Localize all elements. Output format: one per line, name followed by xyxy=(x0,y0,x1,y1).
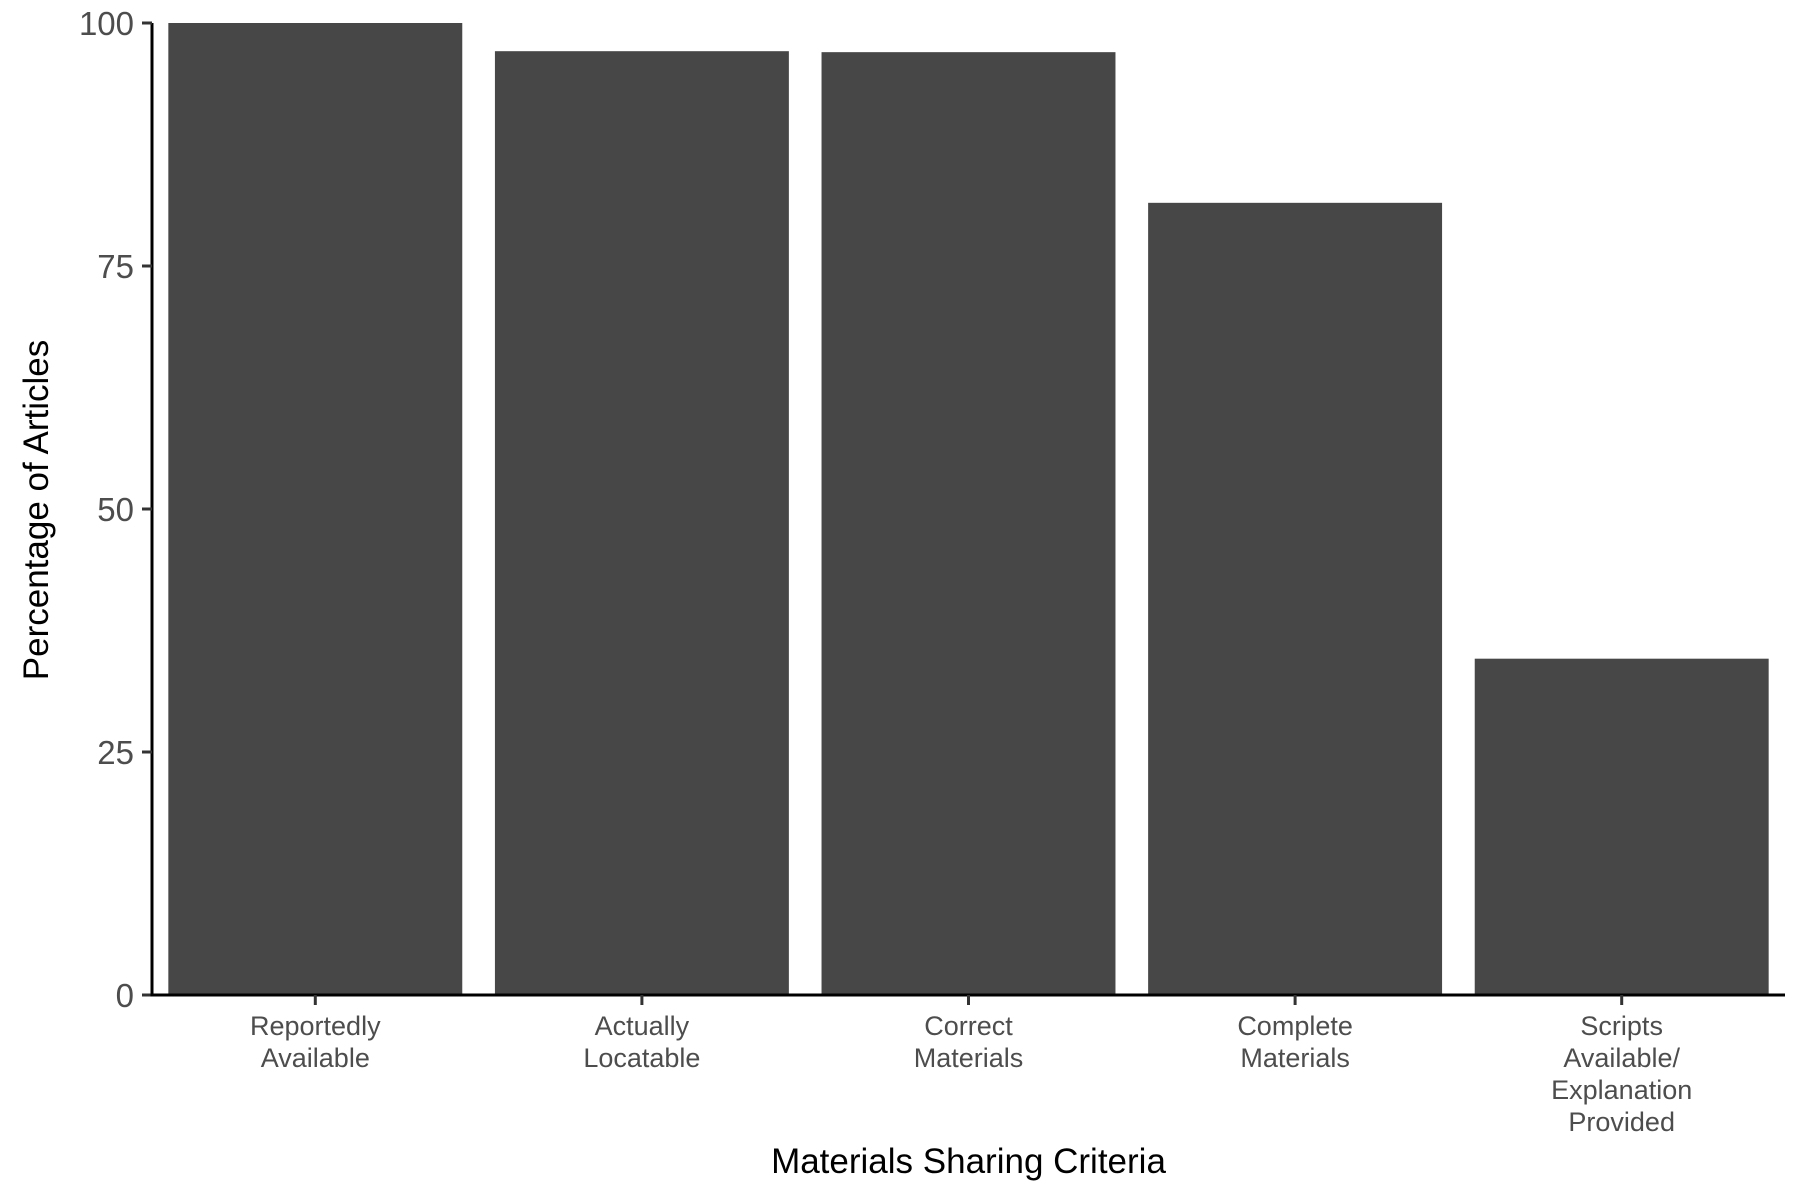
x-tick-label: Scripts Available/Explanation Provided xyxy=(1551,1011,1692,1137)
y-axis: 0 25 50 75 100 xyxy=(79,5,154,1014)
bar xyxy=(821,52,1116,996)
x-axis: Reportedly Available Actually Locatable Corr… xyxy=(150,993,1785,1137)
bar xyxy=(168,23,463,995)
x-axis-title: Materials Sharing Criteria xyxy=(771,1142,1166,1181)
y-tick-label: 0 xyxy=(116,977,134,1014)
bars-group xyxy=(168,23,1769,996)
y-tick-label: 75 xyxy=(97,248,134,285)
bar xyxy=(1148,202,1443,995)
x-tick-label: Actually Locatable xyxy=(583,1011,700,1073)
x-tick-label: Reportedly Available xyxy=(250,1011,381,1073)
y-tick-label: 100 xyxy=(79,5,134,42)
x-tick-label: Complete Materials xyxy=(1237,1011,1353,1073)
y-tick-label: 25 xyxy=(97,734,134,771)
y-tick-label: 50 xyxy=(97,491,134,528)
y-axis-title: Percentage of Articles xyxy=(17,340,56,680)
x-tick-label: Correct Materials xyxy=(914,1011,1024,1073)
bar xyxy=(1474,658,1769,995)
bar xyxy=(494,51,789,996)
